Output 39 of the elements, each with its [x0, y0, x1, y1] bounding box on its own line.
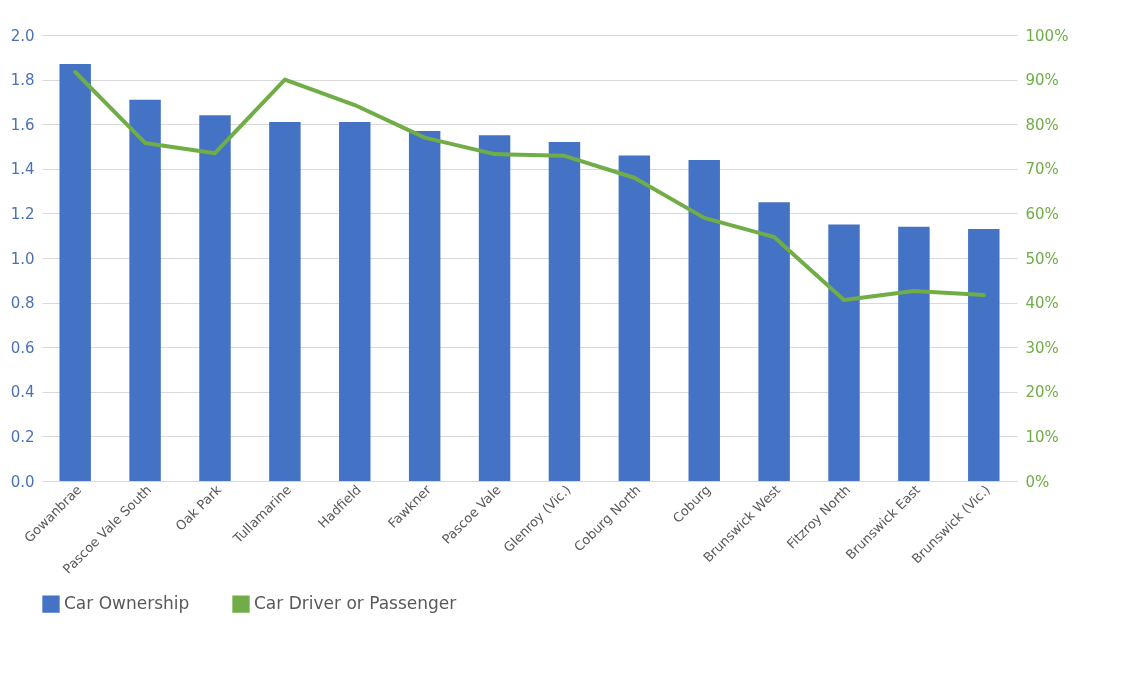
bar — [968, 229, 1000, 481]
y2-tick-label: 50% — [1025, 249, 1059, 268]
y2-tick-label: 10% — [1025, 427, 1059, 446]
bar — [548, 142, 581, 481]
y-tick-label: 0.0 — [10, 472, 35, 491]
y-tick-label: 1.2 — [10, 204, 35, 223]
bar — [478, 135, 511, 481]
bar — [408, 130, 441, 481]
y2-tick-label: 100% — [1025, 26, 1069, 45]
y2-tick-label: 40% — [1025, 294, 1059, 313]
bar — [758, 202, 790, 481]
y2-tick-label: 90% — [1025, 71, 1059, 90]
y-tick-label: 0.6 — [10, 338, 35, 357]
line-series — [73, 70, 986, 302]
bar — [129, 99, 161, 481]
y2-tick-label: 20% — [1025, 383, 1059, 402]
y-tick-label: 0.4 — [10, 383, 35, 402]
y2-tick-label: 70% — [1025, 160, 1059, 179]
y2-tick-label: 30% — [1025, 338, 1059, 357]
y-tick-label: 1.8 — [10, 71, 35, 90]
bar — [269, 121, 301, 481]
legend-label: Car Ownership — [64, 593, 190, 614]
bar — [199, 115, 231, 481]
y2-tick-label: 80% — [1025, 115, 1059, 134]
bar — [618, 155, 651, 481]
legend-label: Car Driver or Passenger — [254, 593, 457, 614]
y2-tick-label: 0% — [1025, 472, 1050, 491]
bar — [898, 226, 930, 481]
bar — [59, 63, 91, 481]
y-tick-label: 0.2 — [10, 427, 35, 446]
y-tick-label: 1.4 — [10, 160, 35, 179]
y2-tick-label: 60% — [1025, 204, 1059, 223]
y-tick-label: 1.0 — [10, 249, 35, 268]
y-tick-label: 1.6 — [10, 115, 35, 134]
y-tick-label: 2.0 — [10, 26, 35, 45]
y-tick-label: 0.8 — [10, 294, 35, 313]
bar — [828, 224, 860, 481]
bar — [339, 121, 371, 481]
bar — [688, 159, 720, 481]
